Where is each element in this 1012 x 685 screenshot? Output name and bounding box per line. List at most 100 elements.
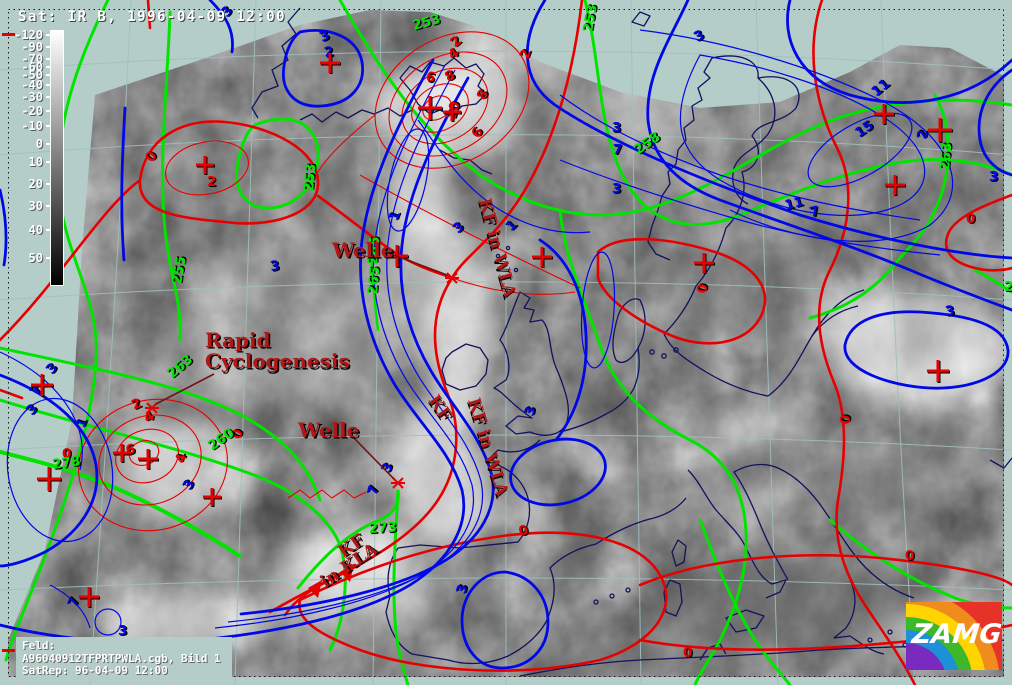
contour-label: 0: [684, 646, 693, 662]
contour-label: 265: [1004, 279, 1012, 295]
footer-info-box: Feld: A96040912TFPRTPWLA.cgb, Bild 1 Sat…: [16, 637, 232, 681]
zamg-logo-text: ZAMG: [910, 619, 1004, 650]
contour-label: 253: [411, 11, 442, 34]
colorbar-tick-mark: [46, 46, 50, 48]
footer-satrep-time: SatRep: 96-04-09 12:00: [22, 664, 168, 677]
annotation-arrow: [385, 251, 448, 276]
colorbar-tick-mark: [46, 229, 50, 231]
asterisk-symbol: [391, 477, 405, 489]
colorbar-tick-mark: [46, 183, 50, 185]
plus-symbol: [874, 104, 894, 124]
colorbar-tick-mark: [46, 257, 50, 259]
contour-label: 0: [905, 548, 914, 564]
front-annotation: Rapid: [205, 328, 271, 352]
colorbar-tick-mark: [46, 143, 50, 145]
plus-symbol: [79, 587, 99, 607]
front-annotation: Rapid: [207, 330, 273, 354]
contour-label: 253: [301, 163, 319, 192]
image-title: Sat: IR B, 1996-04-09 12:00: [18, 9, 287, 25]
colorbar-tick-label: -90: [21, 40, 43, 54]
contour-label: 3: [118, 623, 127, 639]
annotation-arrow: [349, 433, 395, 480]
zamg-logo: ZAMG: [812, 590, 1004, 685]
plus-symbol: [443, 103, 461, 121]
contour-label: 3: [521, 405, 539, 418]
contour-label: 3: [945, 304, 957, 321]
contour-label: 3: [944, 303, 956, 320]
contour-label: 278: [51, 453, 81, 473]
contour-label: 253: [302, 162, 320, 191]
contour-label: 7: [614, 143, 623, 159]
colorbar-tick-label: -30: [21, 90, 43, 104]
colorbar-tick-mark: [46, 110, 50, 112]
contour-label: 253: [412, 12, 443, 35]
contour-label: 265: [1005, 280, 1012, 296]
contour-label: 265: [365, 266, 383, 295]
contour-label: 2: [207, 174, 216, 190]
contour-label: 0: [518, 523, 531, 541]
contour-label: 263: [937, 142, 955, 171]
contour-label: 10: [445, 99, 465, 121]
contour-label: 273: [370, 521, 399, 538]
colorbar-tick-label: 50: [28, 251, 43, 265]
plus-symbol: [418, 96, 442, 120]
plus-symbol: [928, 118, 952, 142]
colorbar-tick-mark: [46, 161, 50, 163]
front-annotation: Welle: [299, 420, 361, 444]
colorbar-tick-mark: [46, 205, 50, 207]
colorbar-tick-mark: [46, 84, 50, 86]
contour-label: 265: [366, 235, 384, 264]
contour-label: 3: [269, 258, 281, 275]
contour-label: 7: [613, 142, 622, 158]
colorbar-red-mark: [2, 33, 15, 36]
contour-label: 253: [582, 2, 603, 33]
front-annotation: Cyclogenesis: [205, 349, 350, 373]
colorbar-tick-label: 10: [28, 155, 43, 169]
contour-label: 3: [990, 170, 999, 186]
colorbar-tick-label: 20: [28, 177, 43, 191]
dotted-frame: [8, 9, 1004, 677]
contour-label: 3: [270, 259, 282, 276]
front-annotation: Welle: [331, 238, 393, 262]
contour-label: 7: [809, 204, 822, 222]
contour-label: 6: [425, 70, 438, 88]
contour-label: 3: [612, 181, 621, 197]
contour-label: 0: [839, 413, 856, 425]
colorbar-tick-mark: [46, 125, 50, 127]
contour-label: 0: [62, 446, 71, 462]
contour-label: 0: [966, 211, 975, 227]
contour-label: 4: [172, 452, 190, 465]
plus-symbol: [31, 374, 53, 396]
colorbar-tick-label: 30: [28, 199, 43, 213]
contour-label: 2: [208, 175, 217, 191]
colorbar-tick-label: 40: [28, 223, 43, 237]
colorbar-tick-label: -70: [21, 52, 43, 66]
contour-label: 3: [119, 624, 128, 640]
colorbar-tick-label: 0: [35, 137, 43, 151]
front-annotation: Cyclogenesis: [207, 351, 352, 375]
plus-symbol: [203, 488, 221, 506]
front-annotation: Welle: [333, 240, 395, 264]
contour-label: 11: [784, 194, 806, 214]
plus-symbol: [927, 360, 949, 382]
contour-label: 0: [683, 645, 692, 661]
plus-symbol: [138, 449, 158, 469]
contour-label: 3: [453, 583, 471, 596]
contour-label: 0: [906, 549, 915, 565]
contour-label: 0: [694, 283, 711, 295]
contour-label: 253: [580, 3, 601, 34]
asterisk-symbol: [445, 272, 459, 284]
contour-label: 0: [967, 212, 976, 228]
contour-label: 265: [366, 265, 384, 294]
contour-label: 0: [696, 282, 713, 294]
plus-symbol: [885, 175, 905, 195]
contour-label: 3: [612, 120, 621, 136]
footer-file-name: A96040912TFPRTPWLA.cgb, Bild 1: [22, 651, 221, 665]
colorbar-tick-label: -60: [21, 60, 43, 74]
contour-label: 6: [424, 68, 437, 86]
contour-label: 0: [837, 414, 854, 426]
colorbar-tick-mark: [46, 34, 50, 36]
contour-label: 11: [783, 194, 805, 214]
